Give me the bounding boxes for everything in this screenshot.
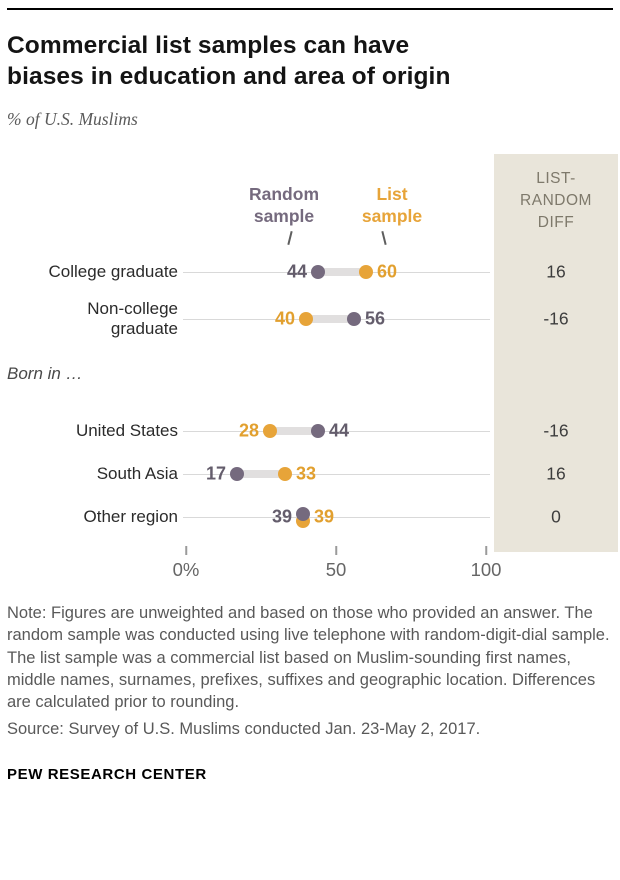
list-sample-dot [299,311,313,326]
random-sample-dot [347,311,361,326]
list-sample-dot [359,264,373,279]
random-sample-dot [311,264,325,279]
category-label: Non-college graduate [87,298,178,338]
diff-panel: LIST-RANDOM DIFF [494,153,618,552]
category-label: College graduate [48,261,178,281]
axis-tick-label: 100 [470,558,502,580]
section-label-born-in: Born in … [7,363,83,383]
list-sample-dot [278,466,292,481]
legend-list-sample: List sample [361,183,423,226]
page-title: Commercial list samples can have biases … [7,30,613,93]
legend-random-sample: Random sample [249,183,319,226]
row-gridline [183,430,490,432]
dumbbell-connector [237,469,285,478]
diff-panel-header: LIST-RANDOM DIFF [520,169,592,231]
list-sample-dot [263,423,277,438]
title-line-1: Commercial list samples can have [7,32,410,59]
dumbbell-connector [318,267,366,276]
list-value-label: 28 [238,420,259,441]
row-gridline [183,473,490,475]
dumbbell-chart: LIST-RANDOM DIFF Random sample List samp… [0,153,620,586]
list-value-label: 60 [377,261,398,282]
diff-value: -16 [543,308,569,329]
axis-tick-label: 50 [325,558,347,580]
random-value-label: 44 [286,261,307,282]
list-value-label: 39 [314,506,335,527]
random-sample-dot [296,506,310,521]
random-value-label: 56 [365,308,386,329]
chart-subtitle: % of U.S. Muslims [7,108,138,129]
category-label: Other region [83,506,179,526]
top-rule [7,8,613,10]
chart-note: Note: Figures are unweighted and based o… [7,603,610,712]
diff-value: 0 [551,506,561,527]
diff-value: 16 [546,261,566,282]
random-value-label: 44 [329,420,350,441]
dumbbell-connector [270,426,318,435]
random-sample-dot [230,466,244,481]
dumbbell-connector [306,314,354,323]
axis-tick-label: 0% [172,558,200,580]
diff-value: -16 [543,420,569,441]
axis-tick-mark [185,545,187,555]
axis-tick-mark [335,545,337,555]
random-value-label: 39 [271,506,292,527]
list-value-label: 33 [296,463,317,484]
pew-chart-card: Commercial list samples can have biases … [0,8,620,783]
category-label: South Asia [96,463,178,483]
axis-tick-mark [485,545,487,555]
random-value-label: 17 [205,463,226,484]
diff-value: 16 [546,463,566,484]
category-label: United States [75,420,178,440]
random-sample-dot [311,423,325,438]
legend-pointer-random [287,230,293,245]
title-line-2: biases in education and area of origin [7,63,451,91]
list-value-label: 40 [274,308,295,329]
brand-footer: PEW RESEARCH CENTER [7,766,207,784]
row-gridline [183,516,490,518]
chart-source: Source: Survey of U.S. Muslims conducted… [7,719,481,738]
legend-pointer-list [381,230,387,245]
